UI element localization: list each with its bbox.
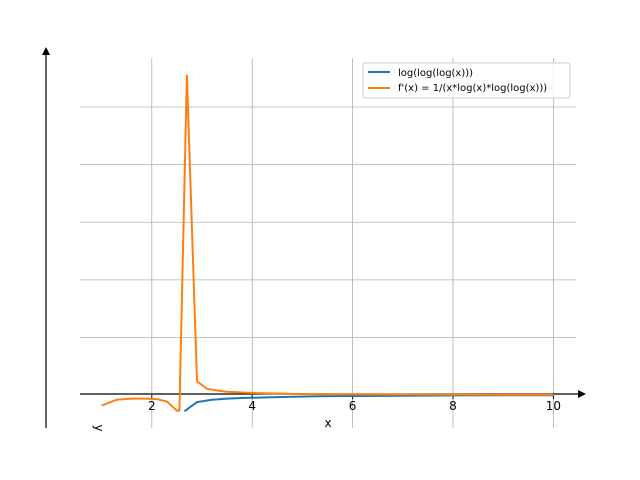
x-tick-label-3: 8 (449, 399, 457, 413)
series-line-1 (101, 74, 554, 412)
x-axis-arrow (578, 390, 586, 398)
series-line-0 (183, 394, 554, 413)
y-axis-label: y (92, 424, 106, 431)
x-tick-label-1: 4 (248, 399, 256, 413)
legend: log(log(log(x))) f'(x) = 1/(x*log(x)*log… (362, 62, 571, 99)
x-axis-label: x (324, 416, 331, 430)
x-tick-label-0: 2 (148, 399, 156, 413)
series (101, 74, 554, 413)
x-tick-label-2: 6 (349, 399, 357, 413)
legend-label-log: log(log(log(x))) (398, 68, 473, 79)
grid (80, 58, 576, 428)
legend-box (362, 62, 571, 99)
y-axis-arrow (42, 47, 50, 55)
legend-label-derivative: f'(x) = 1/(x*log(x)*log(log(x))) (398, 83, 547, 94)
ticks: 2 4 6 8 10 (148, 395, 561, 413)
axes (42, 47, 586, 428)
x-tick-label-4: 10 (546, 399, 561, 413)
